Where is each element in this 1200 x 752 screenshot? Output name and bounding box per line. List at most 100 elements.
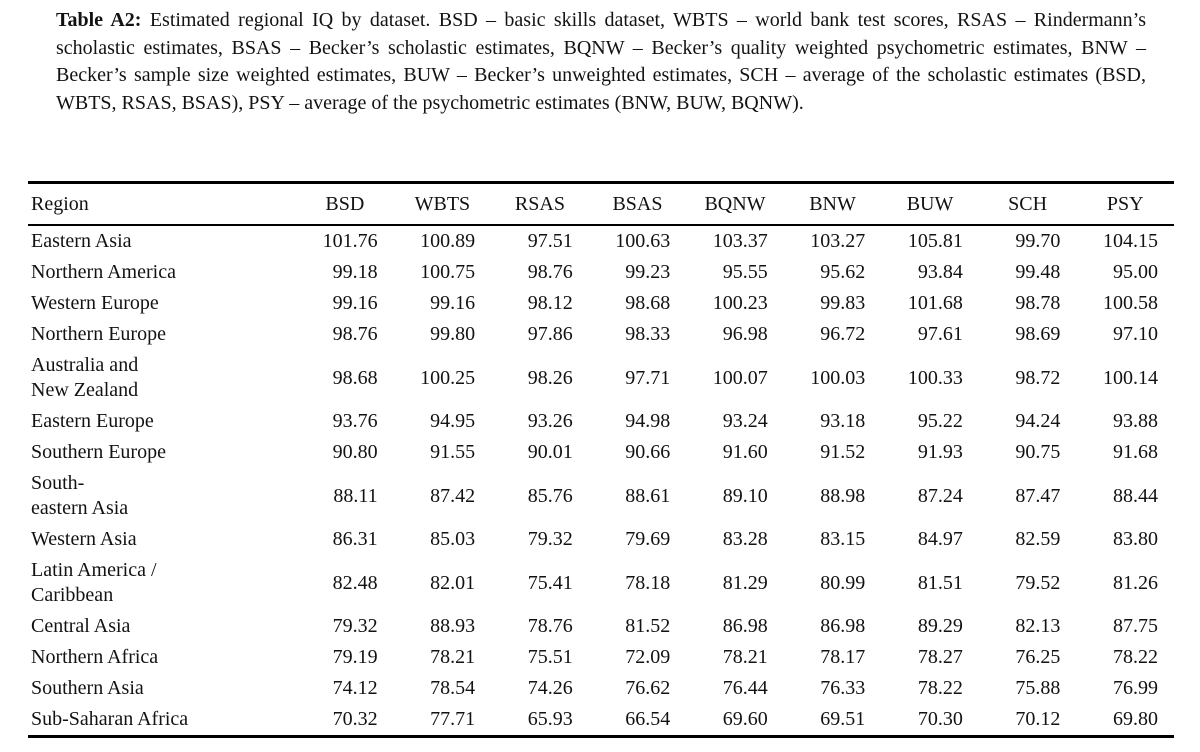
value-cell: 98.68 — [625, 292, 671, 314]
value-cell: 98.69 — [1015, 323, 1061, 345]
value-cell: 81.26 — [1113, 571, 1158, 594]
value-cell: 78.18 — [625, 571, 671, 594]
value-cell: 69.60 — [722, 708, 768, 730]
value-cell: 91.60 — [722, 441, 768, 463]
value-cell: 97.86 — [527, 323, 573, 345]
value-cell: 99.48 — [1015, 261, 1061, 283]
value-cell: 86.31 — [332, 528, 378, 550]
table-row: Eastern Asia 101.76 100.89 97.51 100.63 103.3… — [28, 225, 1174, 257]
value-cell: 78.22 — [917, 677, 963, 699]
value-cell: 94.98 — [625, 410, 671, 432]
value-cell: 100.58 — [1103, 292, 1158, 314]
table-row: Southern Europe 90.80 91.55 90.01 90.66 91.60… — [28, 437, 1174, 468]
table-row: Eastern Europe 93.76 94.95 93.26 94.98 93.24 9… — [28, 406, 1174, 437]
region-cell: South- eastern Asia — [31, 472, 129, 519]
value-cell: 85.03 — [430, 528, 476, 550]
table-row: Sub-Saharan Africa 70.32 77.71 65.93 66.54 69… — [28, 704, 1174, 737]
value-cell: 104.15 — [1103, 230, 1158, 252]
value-cell: 91.55 — [430, 441, 476, 463]
column-header-bnw: BNW — [783, 182, 882, 226]
value-cell: 78.27 — [917, 646, 963, 668]
value-cell: 98.72 — [1015, 366, 1061, 389]
value-cell: 75.51 — [527, 646, 573, 668]
value-cell: 100.33 — [907, 366, 963, 389]
value-cell: 96.72 — [820, 323, 866, 345]
region-cell: Sub-Saharan Africa — [31, 708, 189, 730]
region-cell: Australia and New Zealand — [31, 354, 139, 401]
column-header-bsas: BSAS — [588, 182, 687, 226]
value-cell: 75.41 — [527, 571, 573, 594]
value-cell: 99.16 — [430, 292, 476, 314]
value-cell: 93.18 — [820, 410, 866, 432]
value-cell: 80.99 — [820, 571, 866, 594]
value-cell: 97.61 — [917, 323, 963, 345]
value-cell: 97.71 — [625, 366, 671, 389]
value-cell: 99.18 — [332, 261, 378, 283]
value-cell: 97.51 — [527, 230, 573, 252]
value-cell: 83.15 — [820, 528, 866, 550]
value-cell: 87.75 — [1113, 615, 1158, 637]
table-caption-text: Estimated regional IQ by dataset. BSD – … — [56, 9, 1147, 114]
value-cell: 98.26 — [527, 366, 573, 389]
region-cell: Southern Asia — [31, 677, 144, 699]
value-cell: 70.32 — [332, 708, 378, 730]
value-cell: 88.98 — [820, 484, 866, 507]
table-row: Northern Africa 79.19 78.21 75.51 72.09 78.21… — [28, 642, 1174, 673]
region-cell: Northern America — [31, 261, 176, 283]
column-header-region: Region — [28, 182, 297, 226]
value-cell: 95.00 — [1113, 261, 1158, 283]
header-row: Region BSD WBTS RSAS BSAS BQNW BNW BUW S… — [28, 182, 1174, 226]
column-header-psy: PSY — [1076, 182, 1174, 226]
table-row: Latin America / Caribbean 82.48 82.01 75.41… — [28, 555, 1174, 611]
value-cell: 93.76 — [332, 410, 378, 432]
value-cell: 90.80 — [332, 441, 378, 463]
value-cell: 75.88 — [1015, 677, 1061, 699]
value-cell: 76.44 — [722, 677, 768, 699]
region-cell: Eastern Asia — [31, 230, 132, 252]
table-row: Western Asia 86.31 85.03 79.32 79.69 83.28 83.… — [28, 524, 1174, 555]
value-cell: 93.24 — [722, 410, 768, 432]
value-cell: 95.22 — [917, 410, 963, 432]
value-cell: 78.21 — [430, 646, 476, 668]
value-cell: 81.52 — [625, 615, 671, 637]
column-header-sch: SCH — [978, 182, 1077, 226]
region-cell: Western Asia — [31, 528, 137, 550]
value-cell: 100.25 — [420, 366, 476, 389]
value-cell: 105.81 — [907, 230, 963, 252]
value-cell: 81.29 — [722, 571, 768, 594]
value-cell: 99.70 — [1015, 230, 1061, 252]
value-cell: 95.55 — [722, 261, 768, 283]
value-cell: 99.80 — [430, 323, 476, 345]
value-cell: 76.99 — [1113, 677, 1158, 699]
value-cell: 100.07 — [712, 366, 768, 389]
region-cell: Latin America / Caribbean — [31, 559, 157, 606]
table-body: Eastern Asia 101.76 100.89 97.51 100.63 103.3… — [28, 225, 1174, 737]
table-row: Northern America 99.18 100.75 98.76 99.23 95.… — [28, 257, 1174, 288]
value-cell: 90.75 — [1015, 441, 1061, 463]
value-cell: 82.48 — [332, 571, 378, 594]
table-row: Central Asia 79.32 88.93 78.76 81.52 86.98 86.… — [28, 611, 1174, 642]
table-row: Western Europe 99.16 99.16 98.12 98.68 100.23… — [28, 288, 1174, 319]
value-cell: 86.98 — [722, 615, 768, 637]
value-cell: 88.61 — [625, 484, 671, 507]
value-cell: 89.29 — [917, 615, 963, 637]
value-cell: 94.95 — [430, 410, 476, 432]
value-cell: 95.62 — [820, 261, 866, 283]
column-header-wbts: WBTS — [393, 182, 492, 226]
region-cell: Eastern Europe — [31, 410, 154, 432]
value-cell: 88.93 — [430, 615, 476, 637]
table-caption-label: Table A2: — [56, 9, 142, 31]
value-cell: 98.33 — [625, 323, 671, 345]
value-cell: 79.52 — [1015, 571, 1061, 594]
value-cell: 79.32 — [527, 528, 573, 550]
value-cell: 88.11 — [333, 484, 378, 507]
table-row: Southern Asia 74.12 78.54 74.26 76.62 76.44 76… — [28, 673, 1174, 704]
value-cell: 103.37 — [712, 230, 768, 252]
value-cell: 82.01 — [430, 571, 476, 594]
value-cell: 93.26 — [527, 410, 573, 432]
value-cell: 83.80 — [1113, 528, 1158, 550]
value-cell: 100.23 — [712, 292, 768, 314]
regional-iq-table: Region BSD WBTS RSAS BSAS BQNW BNW BUW S… — [28, 181, 1174, 738]
value-cell: 87.42 — [430, 484, 476, 507]
value-cell: 83.28 — [722, 528, 768, 550]
